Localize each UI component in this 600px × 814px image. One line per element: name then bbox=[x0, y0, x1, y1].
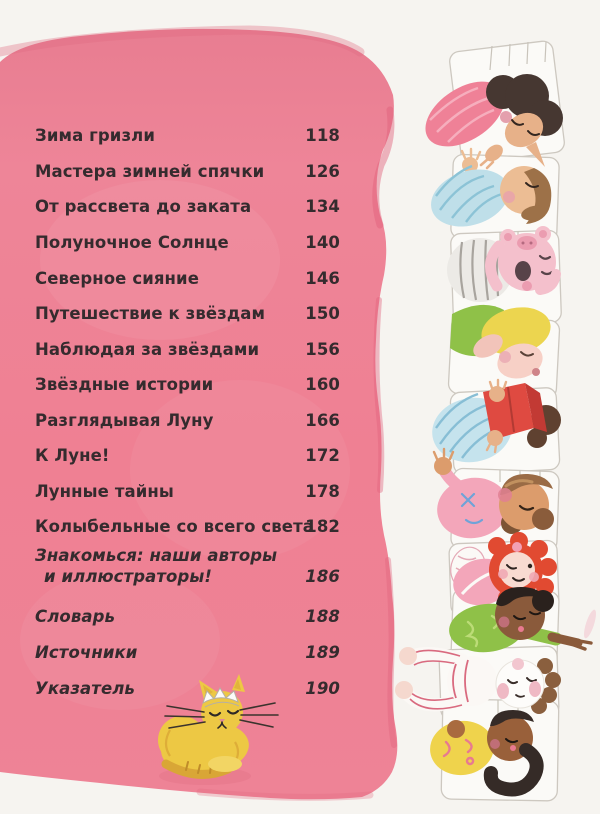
toc-row: Мастера зимней спячки 126 bbox=[35, 162, 340, 182]
toc-page-number: 146 bbox=[305, 269, 340, 288]
toc-label: Источники bbox=[35, 643, 138, 662]
toc-row: Разглядывая Луну 166 bbox=[35, 411, 340, 431]
toc-label: Колыбельные со всего света bbox=[35, 517, 314, 536]
toc-page-number: 178 bbox=[305, 482, 340, 501]
toc-page-number: 160 bbox=[305, 375, 340, 394]
toc-page-number: 188 bbox=[305, 607, 340, 626]
toc-label: Указатель bbox=[35, 679, 135, 698]
toc-row: Звёздные истории 160 bbox=[35, 375, 340, 395]
toc-row: Словарь 188 bbox=[35, 606, 340, 627]
toc-page-number: 118 bbox=[305, 126, 340, 145]
toc-page-number: 156 bbox=[305, 340, 340, 359]
toc-label: Полуночное Солнце bbox=[35, 233, 229, 252]
cat-whiskers bbox=[164, 702, 279, 729]
toc-row: Лунные тайны 178 bbox=[35, 482, 340, 502]
toc-row: Полуночное Солнце 140 bbox=[35, 233, 340, 253]
table-of-contents: Зима гризли 118 Мастера зимней спячки 126 От… bbox=[35, 0, 340, 814]
toc-row: Путешествие к звёздам 150 bbox=[35, 304, 340, 324]
toc-page-number: 166 bbox=[305, 411, 340, 430]
sleeping-character-red-curls bbox=[450, 532, 557, 608]
sleeping-character-reading-book bbox=[432, 378, 561, 463]
toc-label: Наблюдая за звёздами bbox=[35, 340, 260, 359]
paint-smudge bbox=[584, 609, 596, 639]
sleeping-character-pointing-green bbox=[449, 587, 593, 653]
toc-row: Указатель 190 bbox=[35, 678, 340, 699]
sleeping-cat-illustration bbox=[158, 674, 279, 785]
toc-page-number: 134 bbox=[305, 197, 340, 216]
paint-blob-shape bbox=[0, 28, 398, 800]
toc-page-number: 189 bbox=[305, 643, 340, 662]
toc-label: Мастера зимней спячки bbox=[35, 162, 265, 181]
toc-label: Звёздные истории bbox=[35, 375, 214, 394]
toc-label: Знакомься: наши авторы и иллюстраторы! bbox=[35, 546, 278, 586]
sleeping-character-man-blue bbox=[431, 147, 552, 227]
toc-row: Наблюдая за звёздами 156 bbox=[35, 340, 340, 360]
toc-row: К Луне! 172 bbox=[35, 446, 340, 466]
toc-page-number: 186 bbox=[305, 567, 340, 586]
toc-label: К Луне! bbox=[35, 446, 110, 465]
toc-label: Лунные тайны bbox=[35, 482, 174, 501]
toc-label: Северное сияние bbox=[35, 269, 200, 288]
sleeping-character-sleep-mask bbox=[395, 647, 561, 714]
toc-page-number: 182 bbox=[305, 517, 340, 536]
sleeping-character-pink-pajamas bbox=[432, 447, 554, 539]
toc-row: Колыбельные со всего света 182 bbox=[35, 517, 340, 537]
sleeping-character-yellow-ponytail bbox=[430, 710, 544, 797]
toc-row: Знакомься: наши авторы и иллюстраторы! 186 bbox=[35, 545, 340, 587]
sleeping-character-pig bbox=[447, 226, 561, 302]
sleeping-character-blonde-green bbox=[450, 304, 551, 379]
toc-row: Северное сияние 146 bbox=[35, 269, 340, 289]
toc-label: Словарь bbox=[35, 607, 116, 626]
toc-label: Путешествие к звёздам bbox=[35, 304, 266, 323]
toc-page-number: 150 bbox=[305, 304, 340, 323]
toc-label: Разглядывая Луну bbox=[35, 411, 214, 430]
toc-row: Зима гризли 118 bbox=[35, 126, 340, 146]
toc-page-number: 172 bbox=[305, 446, 340, 465]
toc-row: От рассвета до заката 134 bbox=[35, 197, 340, 217]
toc-page-number: 190 bbox=[305, 679, 340, 698]
toc-label: От рассвета до заката bbox=[35, 197, 252, 216]
toc-page-number: 126 bbox=[305, 162, 340, 181]
toc-label: Зима гризли bbox=[35, 126, 155, 145]
toc-page-number: 140 bbox=[305, 233, 340, 252]
sleeping-character-woman-pink bbox=[425, 74, 563, 170]
toc-row: Источники 189 bbox=[35, 642, 340, 663]
